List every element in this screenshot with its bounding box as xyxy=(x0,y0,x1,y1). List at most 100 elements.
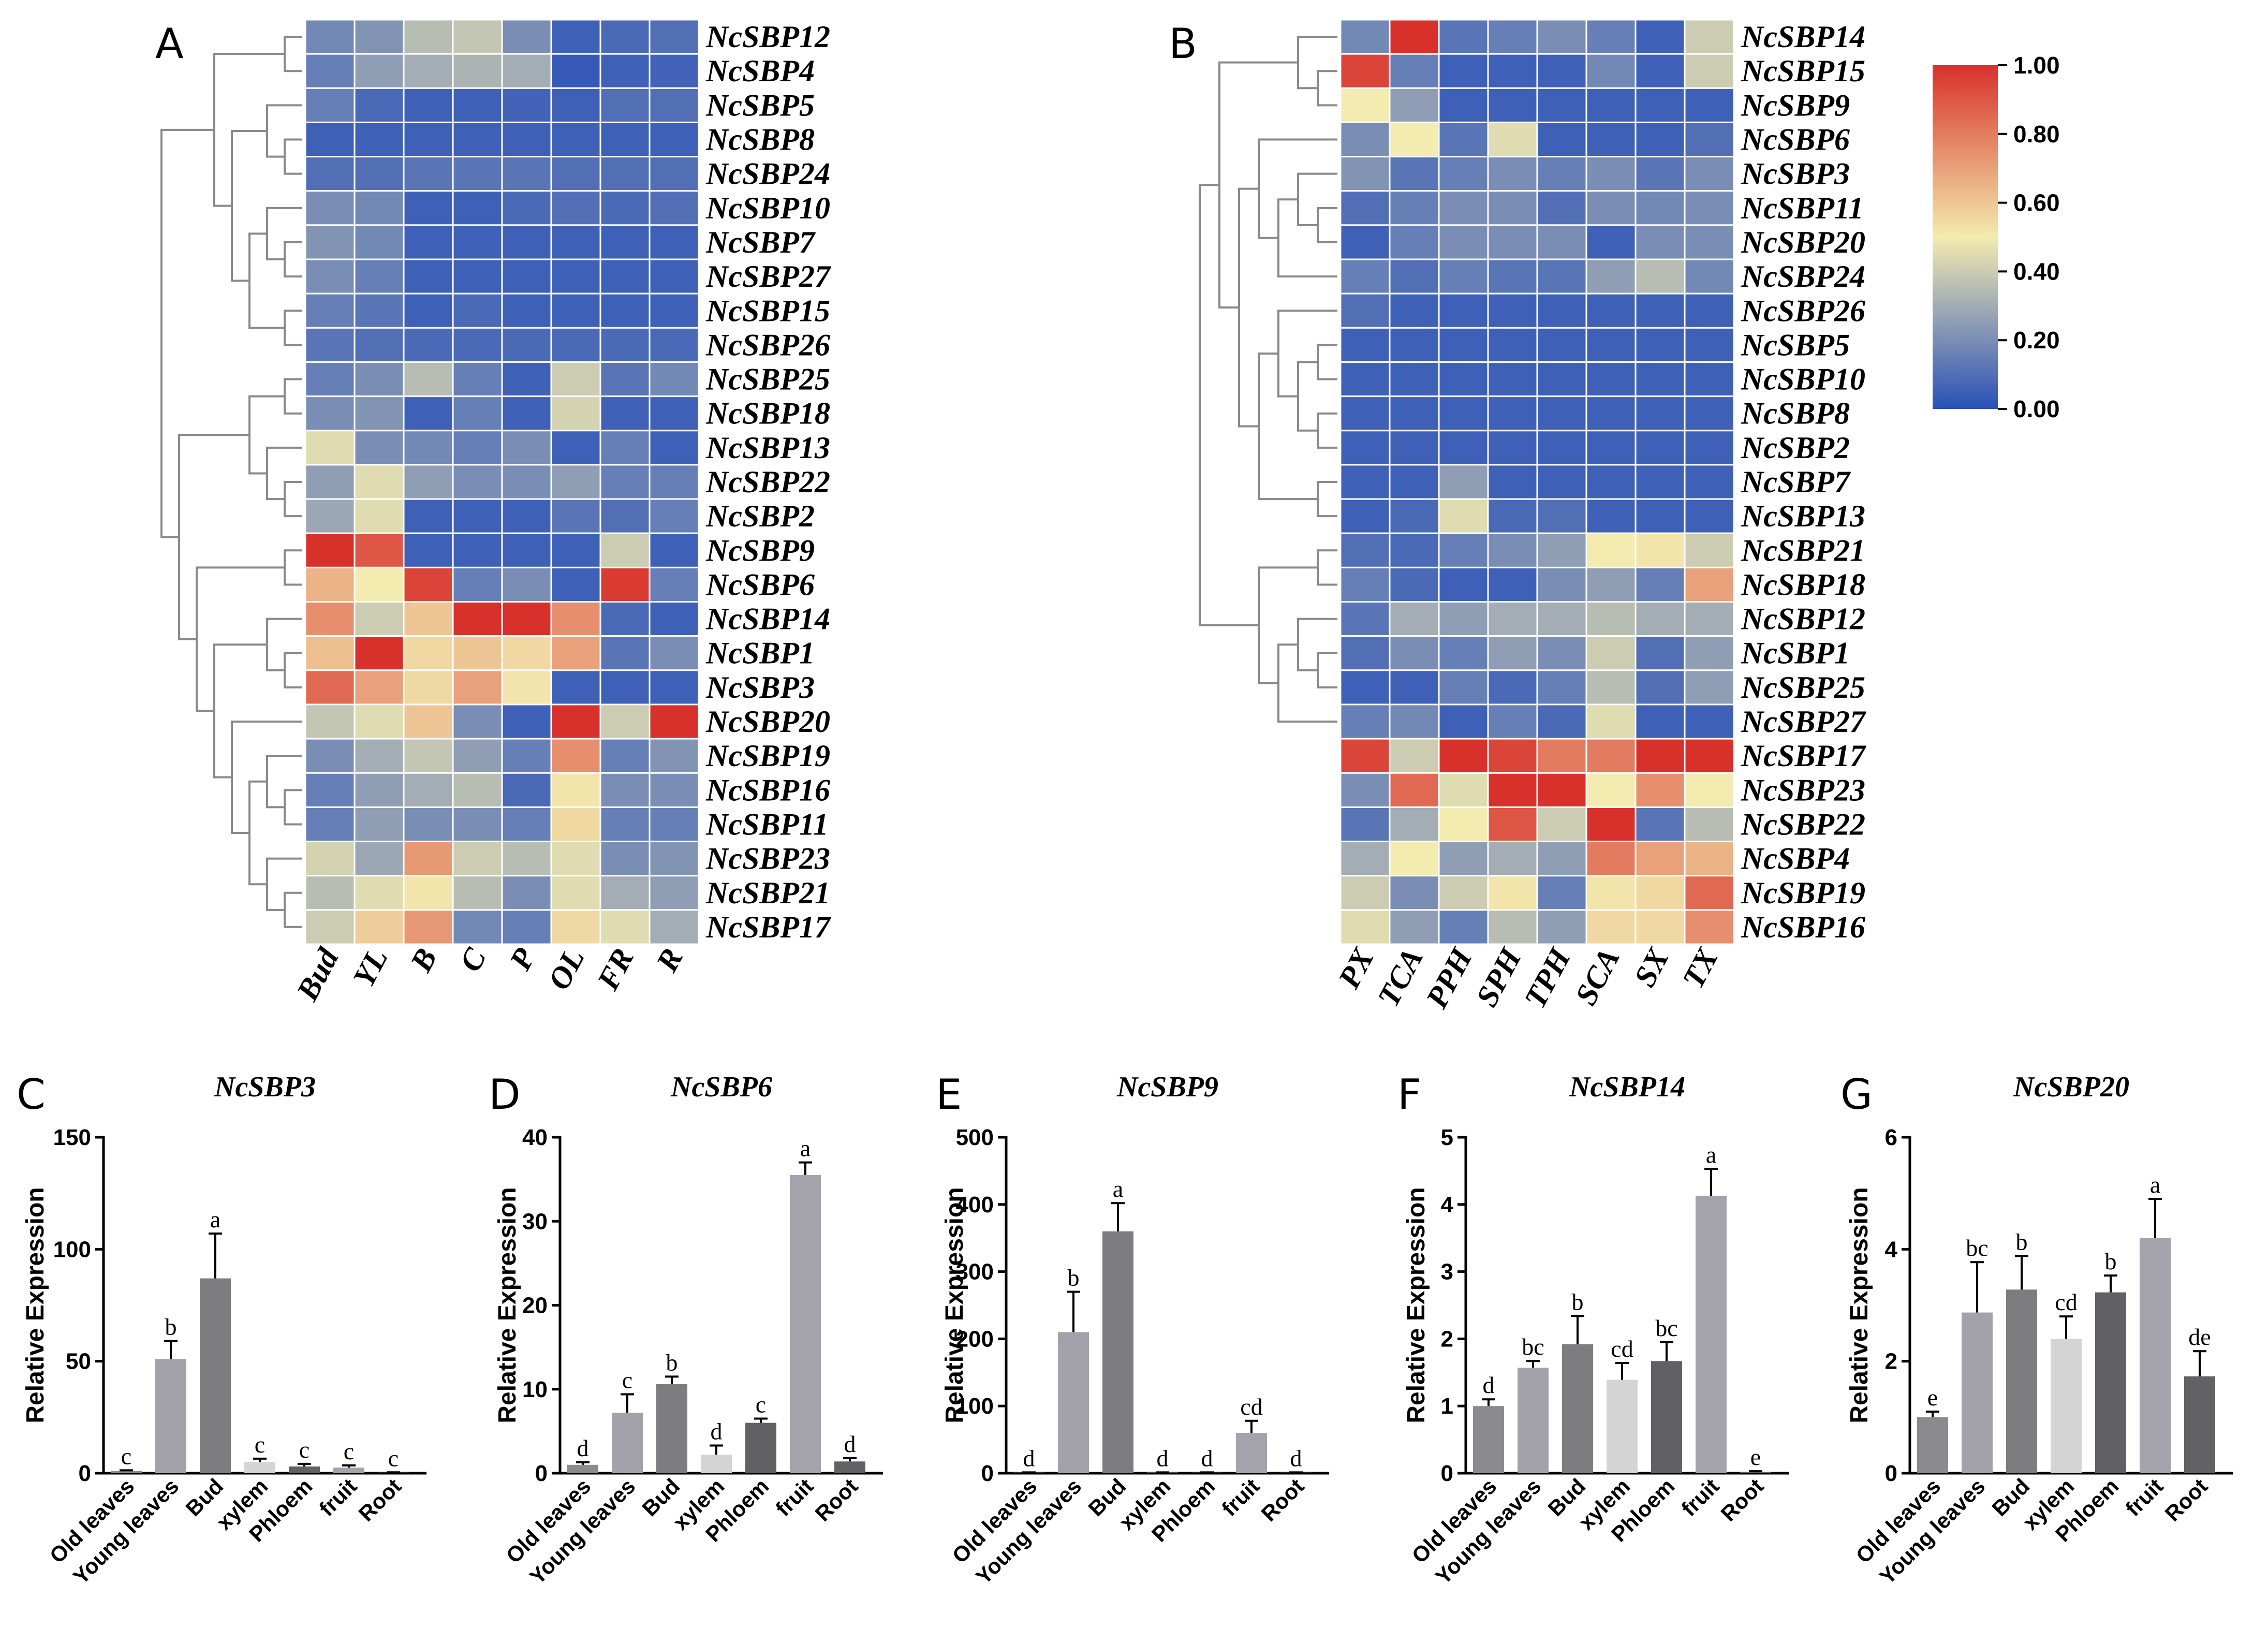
heat-cell xyxy=(452,19,503,55)
heat-cell xyxy=(1536,841,1587,877)
heat-cell xyxy=(304,292,356,329)
heat-cell xyxy=(403,53,454,89)
row-label: NcSBP14 xyxy=(1741,20,1865,54)
heat-cell xyxy=(1438,430,1489,466)
heat-cell xyxy=(1684,635,1735,671)
heat-cell xyxy=(1585,498,1637,534)
significance-letter: bc xyxy=(1522,1333,1544,1360)
column-label: TX xyxy=(1676,942,1725,993)
dendrogram-branch xyxy=(1317,344,1337,380)
heat-cell xyxy=(501,703,552,740)
heat-cell xyxy=(403,635,454,671)
bar xyxy=(200,1278,231,1473)
bar xyxy=(2140,1238,2171,1473)
heat-cell xyxy=(403,738,454,774)
heat-cell xyxy=(1389,635,1440,671)
y-tick-label: 4 xyxy=(1441,1192,1454,1217)
heat-cell xyxy=(1438,87,1489,123)
heat-cell xyxy=(1536,601,1587,637)
heat-cell xyxy=(649,395,700,432)
heat-cell xyxy=(304,601,356,637)
heat-cell xyxy=(649,190,700,226)
y-tick-label: 500 xyxy=(956,1125,994,1150)
heat-cell xyxy=(1634,121,1686,158)
heat-cell xyxy=(501,361,552,398)
heat-cell xyxy=(1487,772,1538,808)
row-label: NcSBP10 xyxy=(1741,362,1865,397)
heat-cell xyxy=(501,669,552,706)
heat-cell xyxy=(501,327,552,363)
row-label: NcSBP11 xyxy=(705,807,829,841)
heat-cell xyxy=(599,121,651,158)
heat-cell xyxy=(354,464,405,500)
significance-letter: b xyxy=(165,1314,177,1340)
bar xyxy=(1962,1312,1993,1473)
heat-cell xyxy=(1634,224,1686,260)
y-tick-label: 2 xyxy=(1885,1349,1897,1374)
heat-cell xyxy=(599,258,651,295)
heat-cell xyxy=(1634,772,1686,808)
heat-cell xyxy=(1487,601,1538,637)
heat-cell xyxy=(649,121,700,158)
heat-cell xyxy=(304,258,356,295)
heat-cell xyxy=(1634,669,1686,706)
heat-cell xyxy=(354,601,405,637)
heat-cell xyxy=(649,669,700,706)
heat-cell xyxy=(550,224,601,260)
heat-cell xyxy=(501,601,552,637)
significance-letter: c xyxy=(299,1436,310,1463)
heat-cell xyxy=(403,464,454,500)
heat-cell xyxy=(1389,532,1440,568)
bar xyxy=(790,1175,821,1473)
dendrogram-branch xyxy=(1317,652,1337,688)
y-tick-label: 0 xyxy=(981,1461,994,1486)
dendrogram-branch xyxy=(284,138,302,175)
heat-cell xyxy=(1634,327,1686,363)
heat-cell xyxy=(354,669,405,706)
row-label: NcSBP23 xyxy=(1741,773,1865,807)
heat-cell xyxy=(550,292,601,329)
heatmap-b: B NcSBP14NcSBP15NcSBP9NcSBP6NcSBP3NcSBP11… xyxy=(1169,19,1866,1014)
heat-cell xyxy=(1634,464,1686,500)
dendrogram-branch xyxy=(178,434,249,640)
row-label: NcSBP8 xyxy=(705,123,815,157)
heat-cell xyxy=(354,53,405,89)
heat-cell xyxy=(1339,53,1391,89)
heat-cell xyxy=(354,395,405,432)
row-label: NcSBP17 xyxy=(1741,739,1866,773)
y-axis-label: Relative Expression xyxy=(22,1187,49,1423)
heat-cell xyxy=(354,841,405,877)
heat-cell xyxy=(1389,909,1440,945)
heat-cell xyxy=(1634,292,1686,329)
row-label: NcSBP16 xyxy=(1741,910,1865,944)
legend-tick-label: 1.00 xyxy=(2013,52,2060,79)
significance-letter: d xyxy=(577,1435,589,1461)
heat-cell xyxy=(550,703,601,740)
row-label: NcSBP7 xyxy=(705,225,816,259)
dendrogram-branch xyxy=(1317,70,1337,107)
row-label: NcSBP26 xyxy=(1741,294,1865,328)
dendrogram-branch xyxy=(266,857,302,911)
row-label: NcSBP9 xyxy=(1741,88,1850,122)
heat-cell xyxy=(1389,156,1440,192)
heat-cell xyxy=(1536,738,1587,774)
heat-cell xyxy=(1487,532,1538,568)
y-tick-label: 50 xyxy=(66,1349,91,1374)
dendrogram-branch xyxy=(248,395,285,475)
heat-cell xyxy=(354,430,405,466)
row-label: NcSBP22 xyxy=(1741,807,1865,841)
heat-cell xyxy=(403,19,454,55)
heat-cell xyxy=(354,327,405,363)
row-label: NcSBP25 xyxy=(705,362,830,397)
heat-cell xyxy=(1684,841,1735,877)
heat-cell xyxy=(1585,327,1637,363)
significance-letter: c xyxy=(255,1431,265,1458)
column-label: PPH xyxy=(1419,942,1479,1014)
bar xyxy=(1518,1368,1549,1473)
heat-cell xyxy=(1536,361,1587,398)
dendrogram-branch xyxy=(231,721,302,834)
heat-cell xyxy=(1438,121,1489,158)
heat-cell xyxy=(304,361,356,398)
